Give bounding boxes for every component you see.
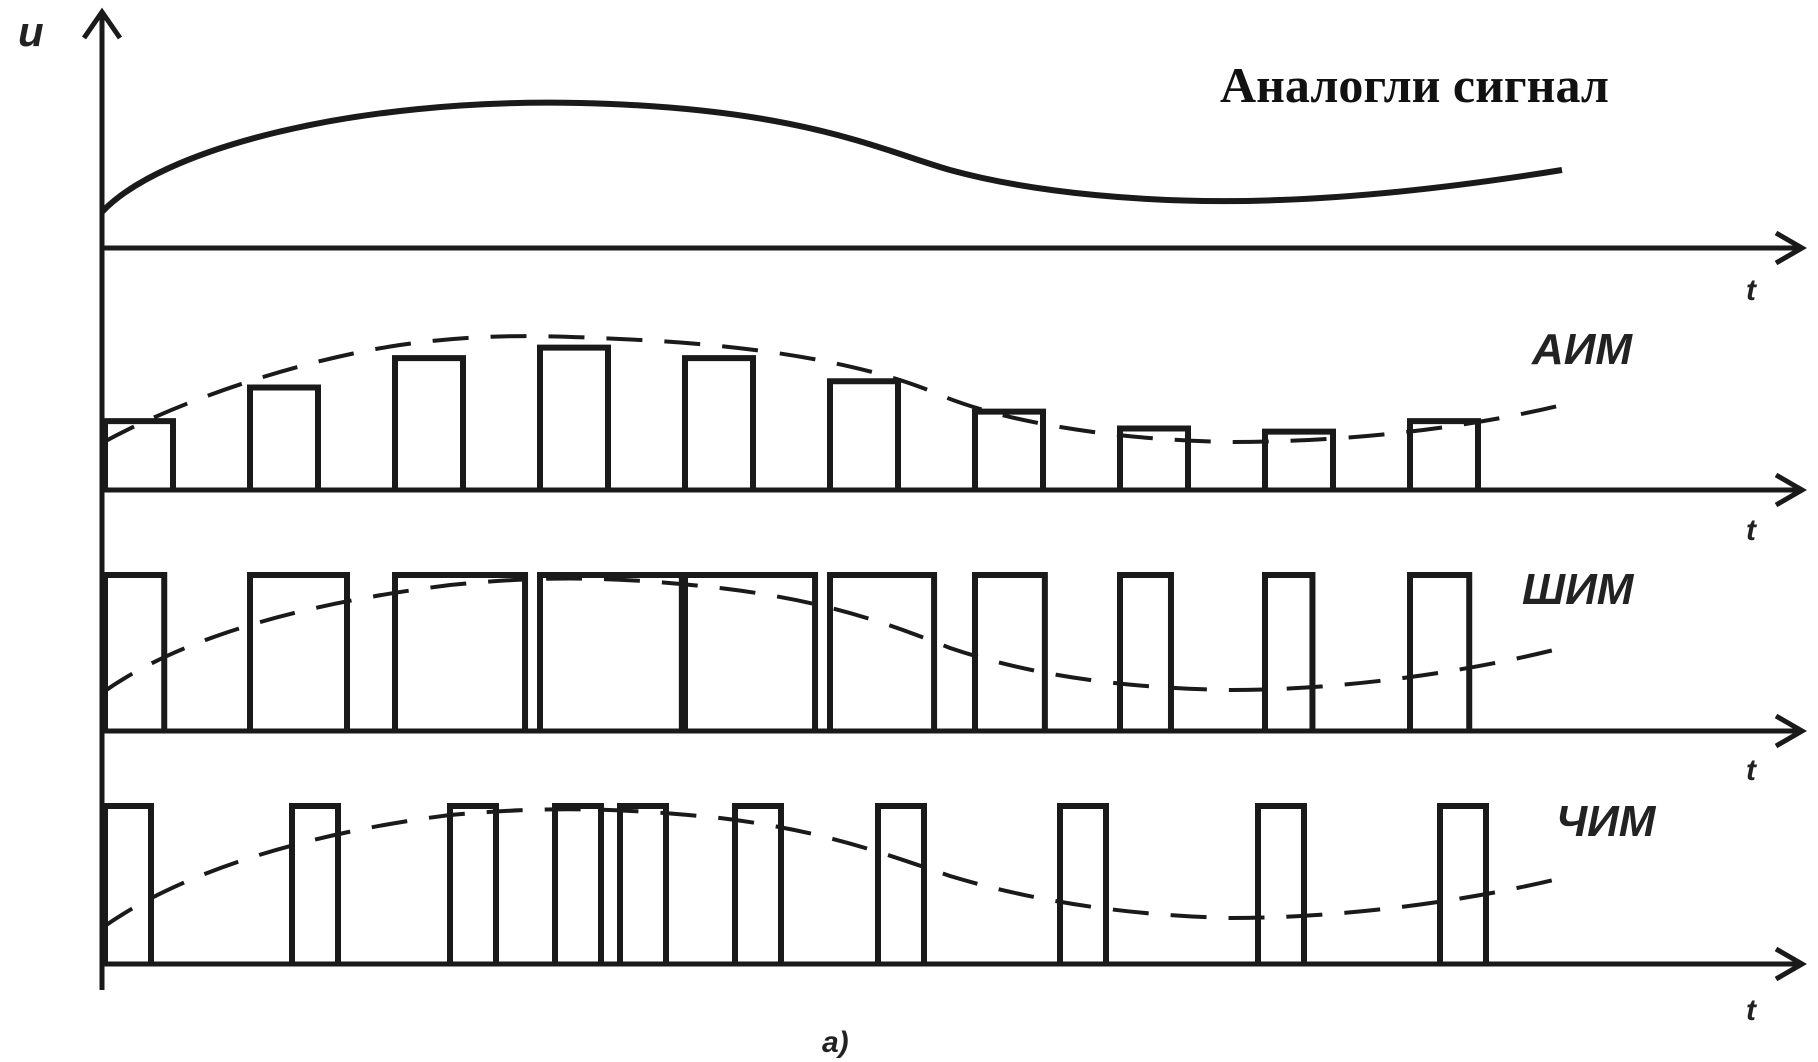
- shim-pulse: [1117, 572, 1174, 731]
- chim-pulse: [875, 803, 927, 964]
- t-label-2: t: [1746, 514, 1758, 547]
- analog-panel: Аналогли сигнал t: [99, 57, 1808, 307]
- u-axis-label: u: [18, 8, 44, 55]
- aim-pulse: [972, 408, 1046, 490]
- aim-label: АИМ: [1531, 325, 1633, 374]
- shim-pulse: [1262, 572, 1316, 731]
- chim-pulse: [552, 803, 604, 964]
- shim-pulses: [102, 572, 1473, 731]
- chim-panel: ЧИМ t: [100, 797, 1808, 1027]
- chim-pulse: [1437, 803, 1489, 964]
- shim-pulse: [682, 572, 819, 731]
- aim-pulse: [1262, 428, 1336, 490]
- shim-envelope: [100, 576, 1563, 695]
- shim-pulse: [972, 572, 1048, 731]
- shim-pulse: [392, 572, 529, 731]
- shim-pulse: [1407, 572, 1473, 731]
- analog-signal-label: Аналогли сигнал: [1220, 57, 1609, 113]
- aim-pulse: [102, 418, 176, 490]
- figure-caption: a): [822, 1026, 849, 1059]
- aim-pulse: [827, 378, 901, 490]
- shim-pulse: [247, 572, 350, 731]
- t-label-1: t: [1746, 274, 1758, 307]
- aim-pulse: [1117, 425, 1191, 490]
- analog-signal-curve: [99, 99, 1563, 215]
- chim-t-axis: [102, 946, 1808, 982]
- chim-pulse: [617, 803, 669, 964]
- aim-pulse: [392, 355, 466, 490]
- aim-pulses: [102, 344, 1481, 490]
- chim-pulse: [1057, 803, 1109, 964]
- chim-pulse: [289, 803, 341, 964]
- shim-label: ШИМ: [1522, 565, 1635, 614]
- aim-pulse: [247, 384, 321, 490]
- shim-pulse: [102, 572, 168, 731]
- chim-pulse: [1255, 803, 1307, 964]
- t-label-4: t: [1746, 994, 1758, 1027]
- shim-panel: ШИМ t: [100, 565, 1808, 787]
- aim-pulse: [682, 355, 756, 490]
- shim-pulse: [537, 572, 685, 731]
- chim-pulse: [732, 803, 784, 964]
- chim-pulse: [447, 803, 499, 964]
- chim-label: ЧИМ: [1556, 797, 1657, 846]
- aim-t-axis: [102, 472, 1808, 508]
- chim-pulses: [102, 803, 1489, 964]
- analog-t-axis: [102, 230, 1808, 266]
- aim-pulse: [537, 344, 611, 490]
- shim-t-axis: [102, 713, 1808, 749]
- shim-pulse: [827, 572, 938, 731]
- t-label-3: t: [1746, 754, 1758, 787]
- chim-envelope: [100, 807, 1563, 930]
- aim-pulse: [1407, 418, 1481, 490]
- aim-panel: АИМ t: [101, 325, 1808, 547]
- chim-pulse: [102, 803, 154, 964]
